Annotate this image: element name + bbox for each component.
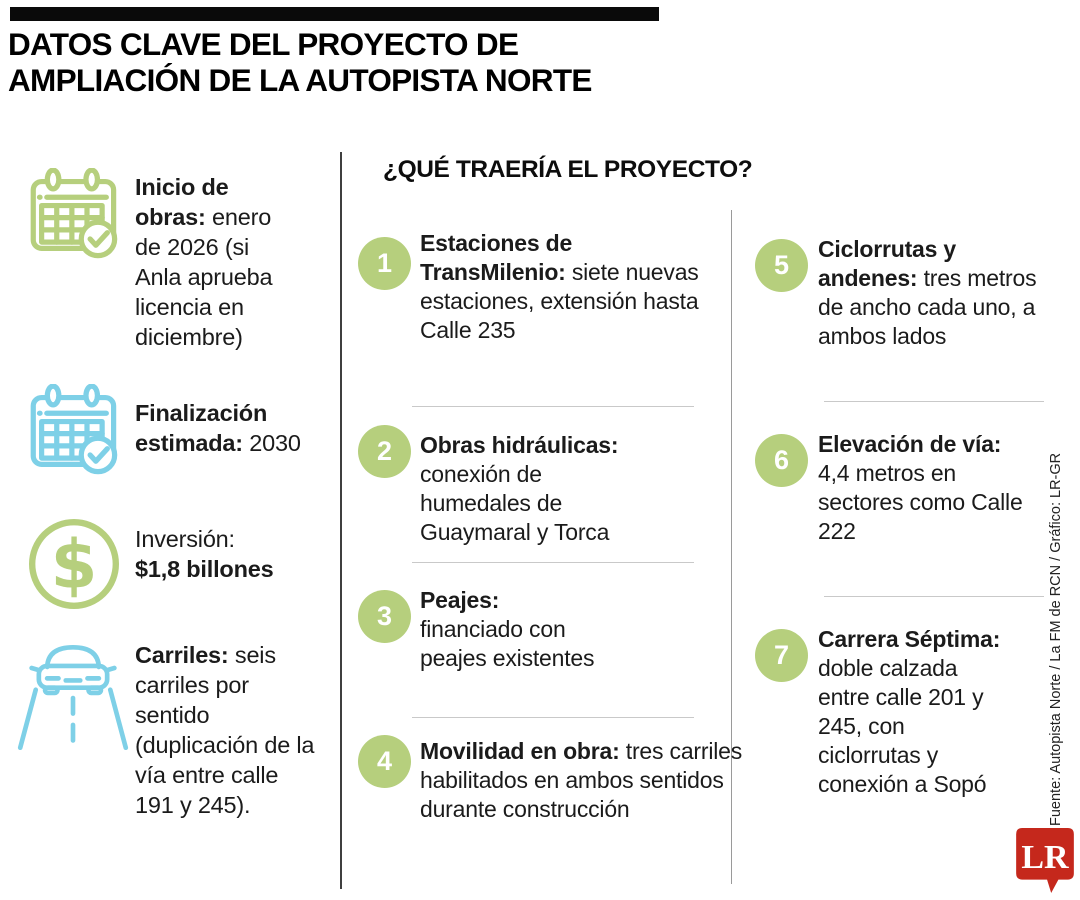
item-text: Carrera Séptima: doble calzada entre cal… — [818, 626, 1001, 797]
section-heading: ¿QUÉ TRAERÍA EL PROYECTO? — [383, 156, 753, 183]
page-title: DATOS CLAVE DEL PROYECTO DE AMPLIACIÓN DE… — [8, 26, 708, 98]
item-number-badge: 3 — [358, 590, 411, 643]
fact-carriles: Carriles: seis carriles por sentido (dup… — [135, 642, 315, 818]
item-text: Elevación de vía: 4,4 metros en sectores… — [818, 431, 1023, 544]
fact-finalizacion: Finalización estimada: 2030 — [135, 400, 301, 456]
item-text: Ciclorrutas y andenes: tres metros de an… — [818, 236, 1037, 349]
fact-inversion: Inversión: $1,8 billones — [135, 526, 274, 582]
page-title-line2: AMPLIACIÓN DE LA AUTOPISTA NORTE — [8, 62, 592, 98]
item-number-badge: 4 — [358, 735, 411, 788]
item-divider — [412, 406, 694, 407]
lr-logo: LR — [1014, 826, 1076, 894]
item-divider — [412, 717, 694, 718]
item-divider — [824, 596, 1044, 597]
item-number-badge: 5 — [755, 239, 808, 292]
calendar-check-icon — [27, 168, 123, 264]
item-text: Obras hidráulicas: conexión de humedales… — [420, 432, 619, 545]
vertical-divider-left — [340, 152, 342, 889]
lr-logo-text: LR — [1021, 839, 1069, 876]
dollar-circle-icon: $ — [24, 514, 124, 614]
svg-text:$: $ — [51, 526, 98, 604]
top-accent-bar — [10, 7, 659, 21]
car-road-icon — [16, 638, 130, 756]
item-divider — [824, 401, 1044, 402]
fact-inicio-obras: Inicio de obras: enero de 2026 (si Anla … — [135, 174, 273, 350]
vertical-divider-right — [731, 210, 732, 884]
page-title-line1: DATOS CLAVE DEL PROYECTO DE — [8, 26, 519, 62]
item-text: Peajes: financiado con peajes existentes — [420, 587, 595, 671]
item-number-badge: 6 — [755, 434, 808, 487]
calendar-check-icon — [27, 384, 123, 480]
item-number-badge: 2 — [358, 425, 411, 478]
item-divider — [412, 562, 694, 563]
item-text: Estaciones de TransMilenio: siete nuevas… — [420, 230, 699, 343]
item-number-badge: 7 — [755, 629, 808, 682]
source-credit: Fuente: Autopista Norte / La FM de RCN /… — [1048, 452, 1064, 826]
item-number-badge: 1 — [358, 237, 411, 290]
item-text: Movilidad en obra: tres carriles habilit… — [420, 738, 743, 822]
